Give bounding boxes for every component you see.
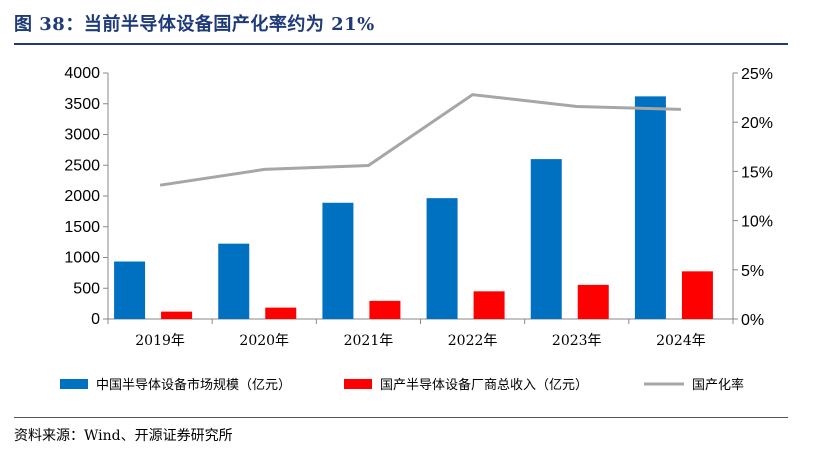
- left-tick-label: 3000: [64, 127, 100, 144]
- right-tick-label: 15%: [741, 164, 773, 181]
- category-label: 2021年: [344, 333, 394, 349]
- legend-label: 国产半导体设备厂商总收入（亿元）: [380, 377, 588, 393]
- chart-bars: [114, 96, 713, 320]
- left-tick-label: 1500: [64, 219, 100, 236]
- left-tick-label: 3500: [64, 96, 100, 113]
- right-tick-label: 5%: [741, 263, 764, 280]
- category-label: 2019年: [135, 333, 185, 349]
- category-label: 2023年: [552, 333, 602, 349]
- title-rule: [14, 43, 788, 45]
- domestic-revenue-bar: [473, 291, 505, 319]
- chart-legend: 中国半导体设备市场规模（亿元） 国产半导体设备厂商总收入（亿元） 国产化率: [60, 377, 744, 393]
- domestic-revenue-bar: [265, 307, 297, 319]
- category-label: 2022年: [448, 333, 498, 349]
- left-tick-label: 2000: [64, 188, 100, 205]
- market-size-bar: [634, 96, 666, 320]
- left-tick-label: 2500: [64, 157, 100, 174]
- market-size-bar: [322, 202, 354, 319]
- chart-line: [159, 93, 682, 187]
- left-tick-label: 0: [91, 311, 100, 328]
- market-size-bar: [426, 198, 458, 319]
- right-tick-label: 25%: [741, 66, 773, 83]
- domestic-revenue-bar: [161, 311, 193, 319]
- category-label: 2020年: [239, 333, 289, 349]
- legend-label: 中国半导体设备市场规模（亿元）: [96, 377, 291, 393]
- legend-swatch: [344, 379, 372, 389]
- chart-categories: 2019年 2020年 2021年 2022年 2023年 2024年: [135, 333, 705, 349]
- right-tick-label: 20%: [741, 115, 773, 132]
- chart-ticks: 0 500 1000 1500 2000 2500 3000 3500 4000 0% 5% 10% 1…: [64, 65, 773, 329]
- localization-rate-line: [159, 93, 681, 187]
- source-rule: [14, 417, 788, 418]
- domestic-revenue-bar: [369, 300, 401, 319]
- left-tick-label: 4000: [64, 65, 100, 82]
- right-tick-label: 0%: [741, 312, 764, 329]
- right-tick-label: 10%: [741, 214, 773, 231]
- market-size-bar: [218, 243, 250, 319]
- figure-title: 图 38：当前半导体设备国产化率约为 21%: [14, 14, 375, 35]
- domestic-revenue-bar: [577, 284, 609, 319]
- legend-label: 国产化率: [692, 377, 744, 393]
- category-label: 2024年: [656, 333, 706, 349]
- market-size-bar: [114, 261, 146, 319]
- source-note: 资料来源：Wind、开源证券研究所: [14, 428, 233, 444]
- left-tick-label: 1000: [64, 250, 100, 267]
- market-size-bar: [530, 159, 562, 319]
- legend-swatch: [60, 379, 88, 389]
- left-tick-label: 500: [73, 280, 100, 297]
- domestic-revenue-bar: [681, 271, 713, 319]
- chart-axes: [103, 72, 738, 324]
